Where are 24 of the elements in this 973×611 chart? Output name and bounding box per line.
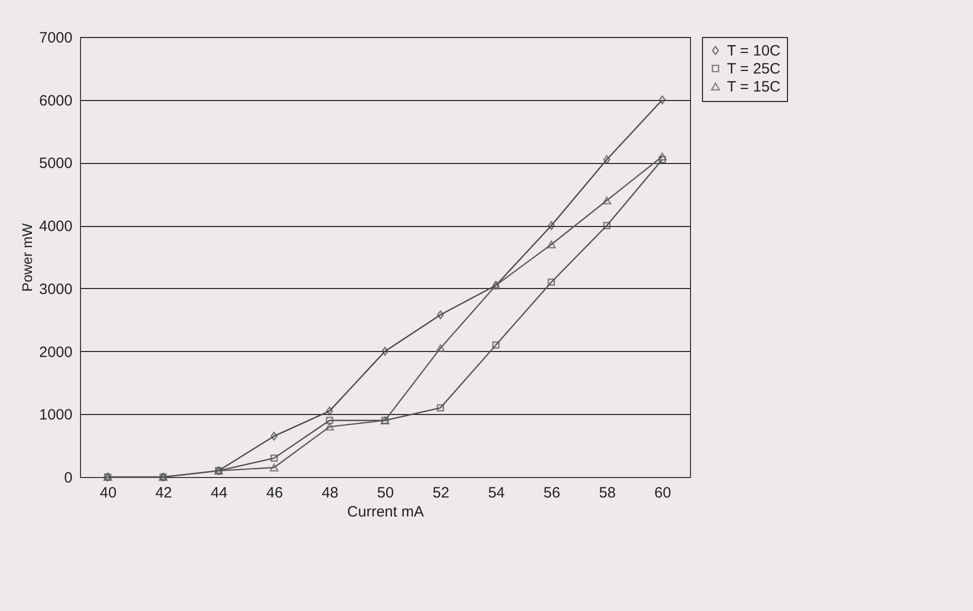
y-tick-label: 6000 <box>39 92 72 110</box>
x-tick-label: 40 <box>100 484 117 502</box>
legend-label: T = 15C <box>727 78 781 96</box>
x-tick-label: 48 <box>322 484 338 502</box>
x-tick-label: 46 <box>266 484 283 502</box>
legend-label: T = 25C <box>727 60 781 78</box>
x-tick-label: 44 <box>210 484 228 502</box>
x-tick-label: 56 <box>544 484 560 502</box>
x-axis-title: Current mA <box>347 504 424 520</box>
x-tick-label: 50 <box>377 484 394 502</box>
y-tick-label: 2000 <box>39 344 72 361</box>
y-tick-label: 7000 <box>39 30 72 46</box>
y-axis-title: Power mW <box>19 222 36 292</box>
legend-label: T = 10C <box>727 42 781 60</box>
y-tick-label: 3000 <box>39 280 72 298</box>
x-tick-label: 60 <box>654 484 672 502</box>
y-tick-label: 5000 <box>39 155 72 172</box>
y-tick-label: 4000 <box>39 218 72 236</box>
x-tick-label: 58 <box>598 484 616 502</box>
y-tick-label: 1000 <box>39 406 72 424</box>
x-tick-label: 42 <box>155 484 172 502</box>
x-tick-label: 54 <box>488 484 505 502</box>
y-tick-label: 0 <box>64 470 72 486</box>
x-tick-label: 52 <box>432 484 450 502</box>
